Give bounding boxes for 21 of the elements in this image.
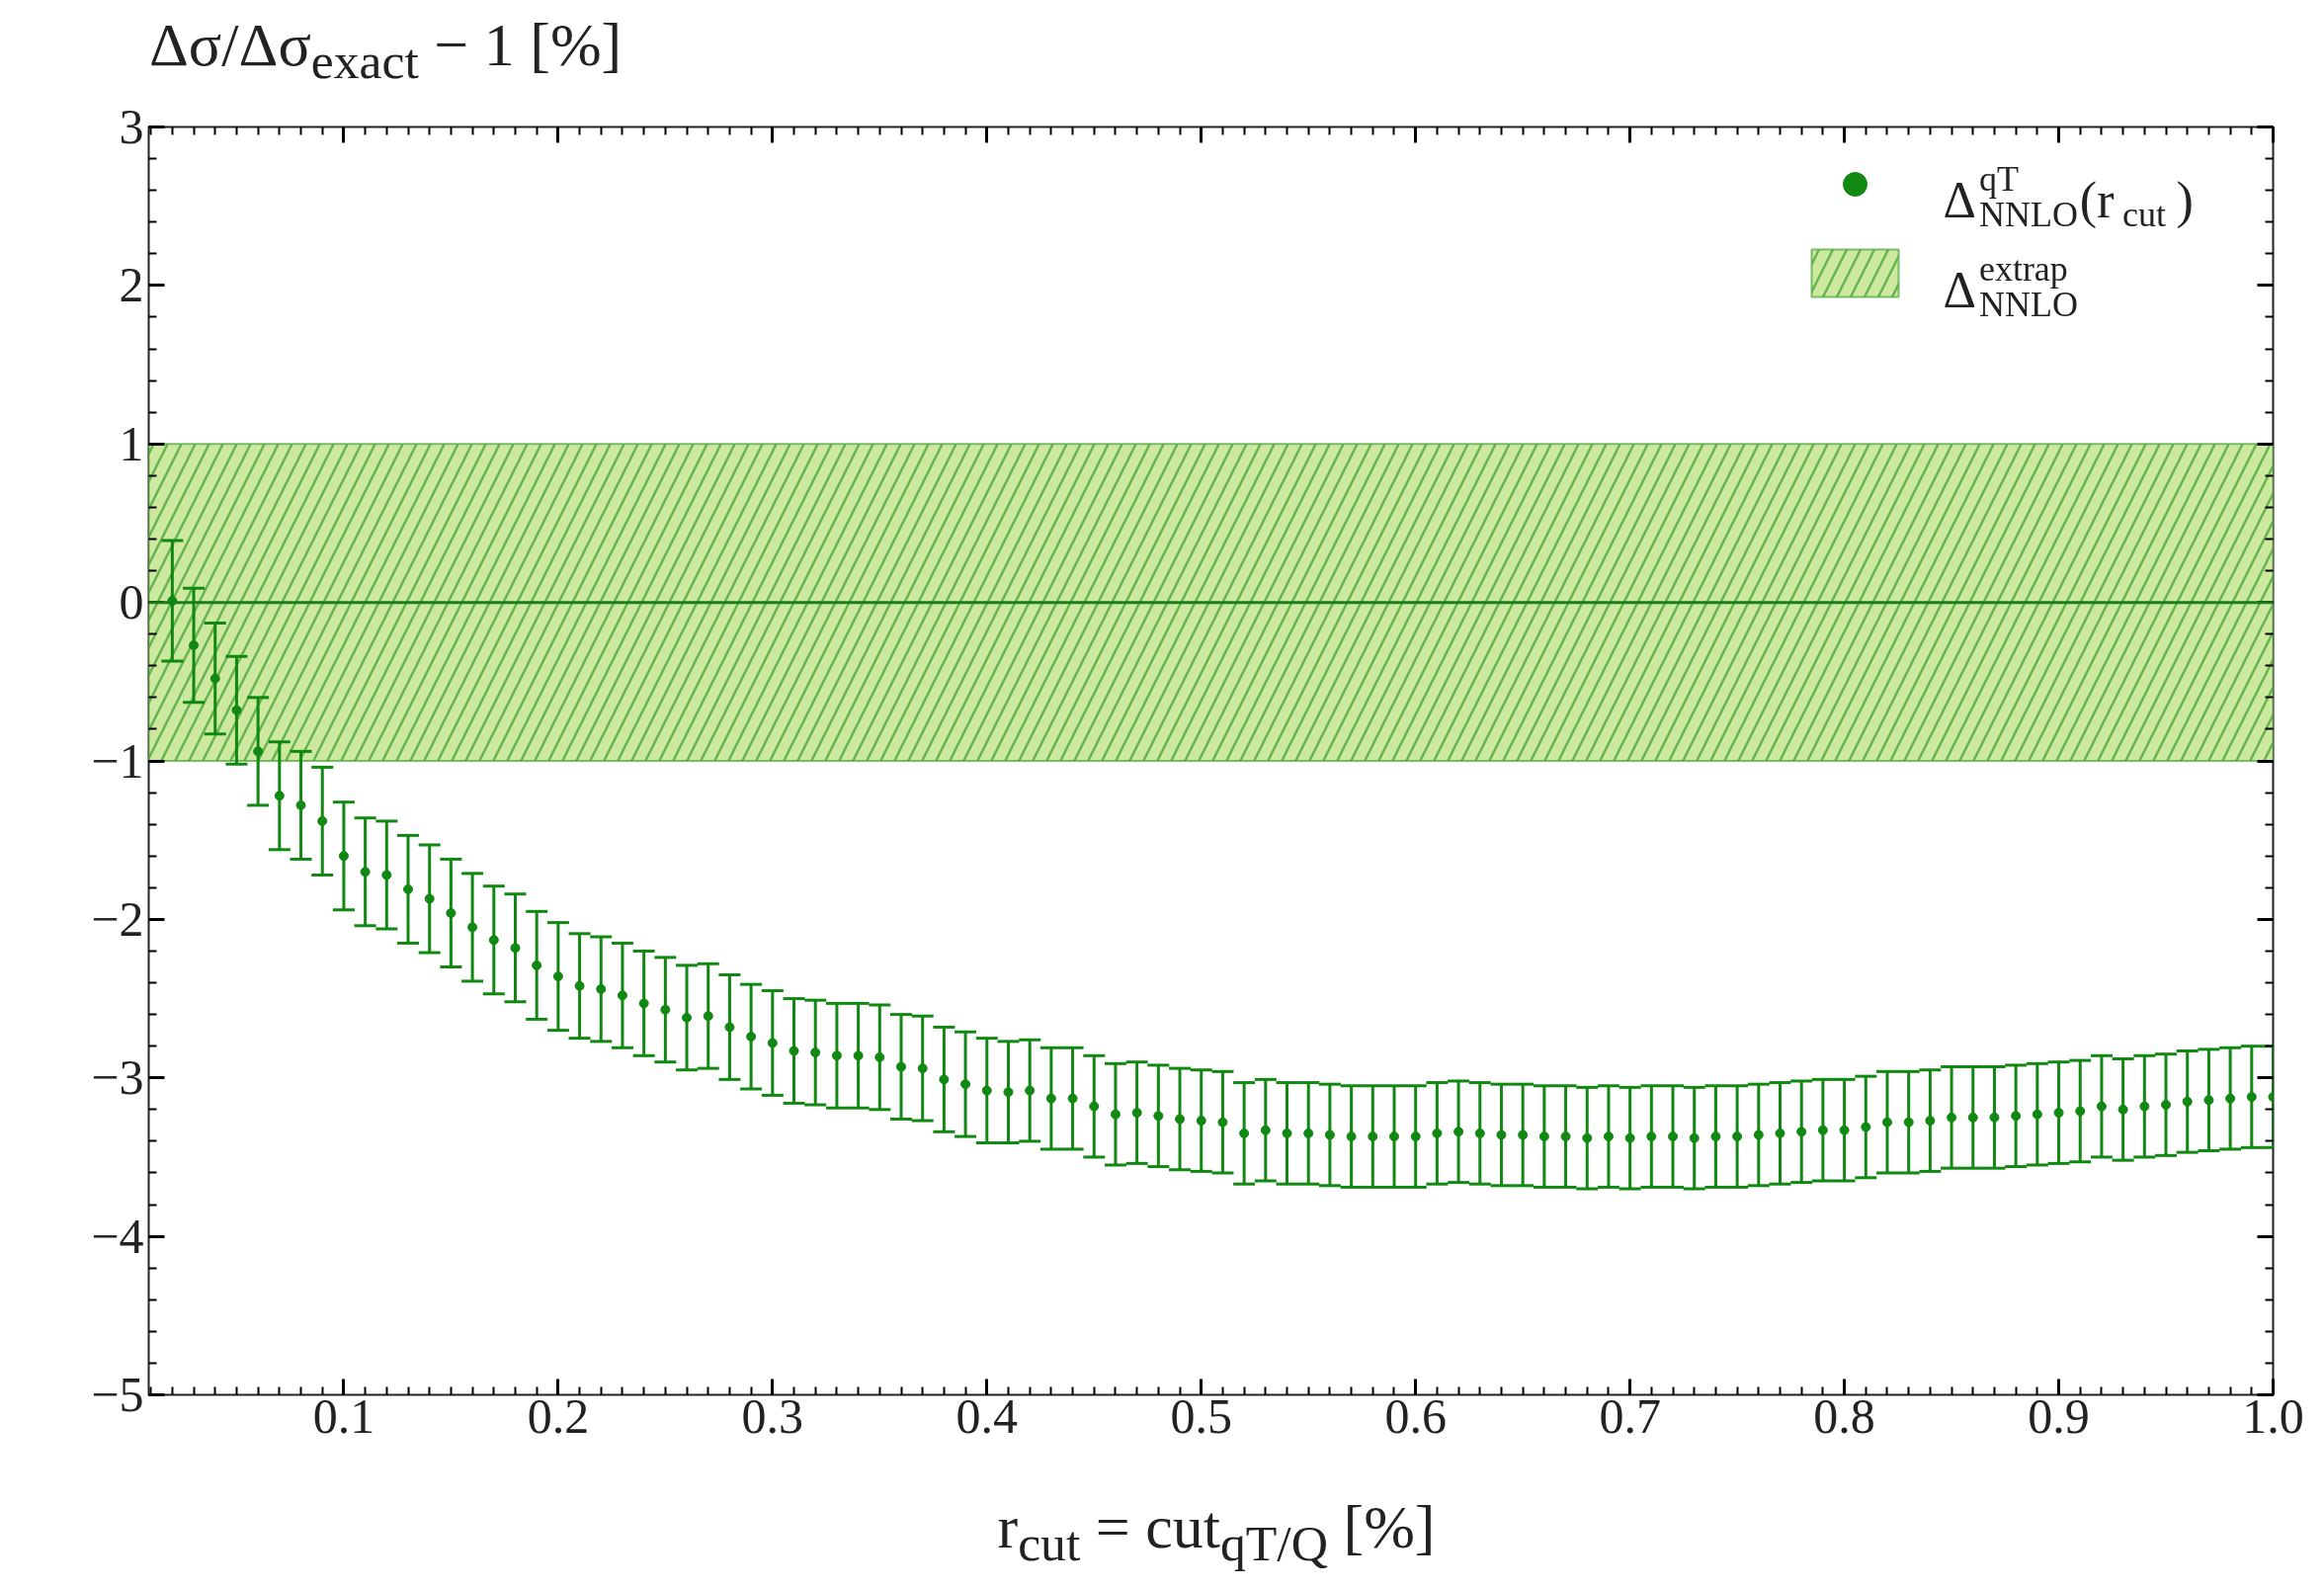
- x-tick-label: 0.8: [1813, 1387, 1875, 1444]
- y-tick-label: 0: [119, 574, 144, 630]
- y-tick-label: −4: [91, 1208, 144, 1264]
- x-tick-label: 0.3: [741, 1387, 804, 1444]
- x-tick-label: 0.4: [955, 1387, 1019, 1444]
- x-tick-label: 0.5: [1170, 1387, 1232, 1444]
- y-tick-label: −3: [91, 1049, 144, 1106]
- y-axis-title: Δσ/Δσ$_{exact}$ − 1 [%]: [149, 10, 622, 92]
- y-tick-label: 3: [119, 99, 144, 154]
- x-tick-label: 0.9: [2028, 1387, 2090, 1444]
- y-tick-label: −1: [91, 732, 144, 789]
- x-tick-label: 0.7: [1599, 1387, 1661, 1444]
- y-tick-label: 2: [119, 257, 144, 313]
- x-axis-title: r$_{cut}$ = cut$_{qT/Q}$ [%]: [997, 1492, 1436, 1574]
- x-tick-label: 0.2: [527, 1387, 590, 1444]
- y-tick-label: 1: [119, 415, 144, 471]
- x-tick-label: 1.0: [2242, 1387, 2304, 1444]
- x-tick-label: 0.6: [1384, 1387, 1447, 1444]
- x-tick-label: 0.1: [312, 1387, 375, 1444]
- y-tick-label: −2: [91, 890, 144, 947]
- y-tick-label: −5: [91, 1367, 144, 1422]
